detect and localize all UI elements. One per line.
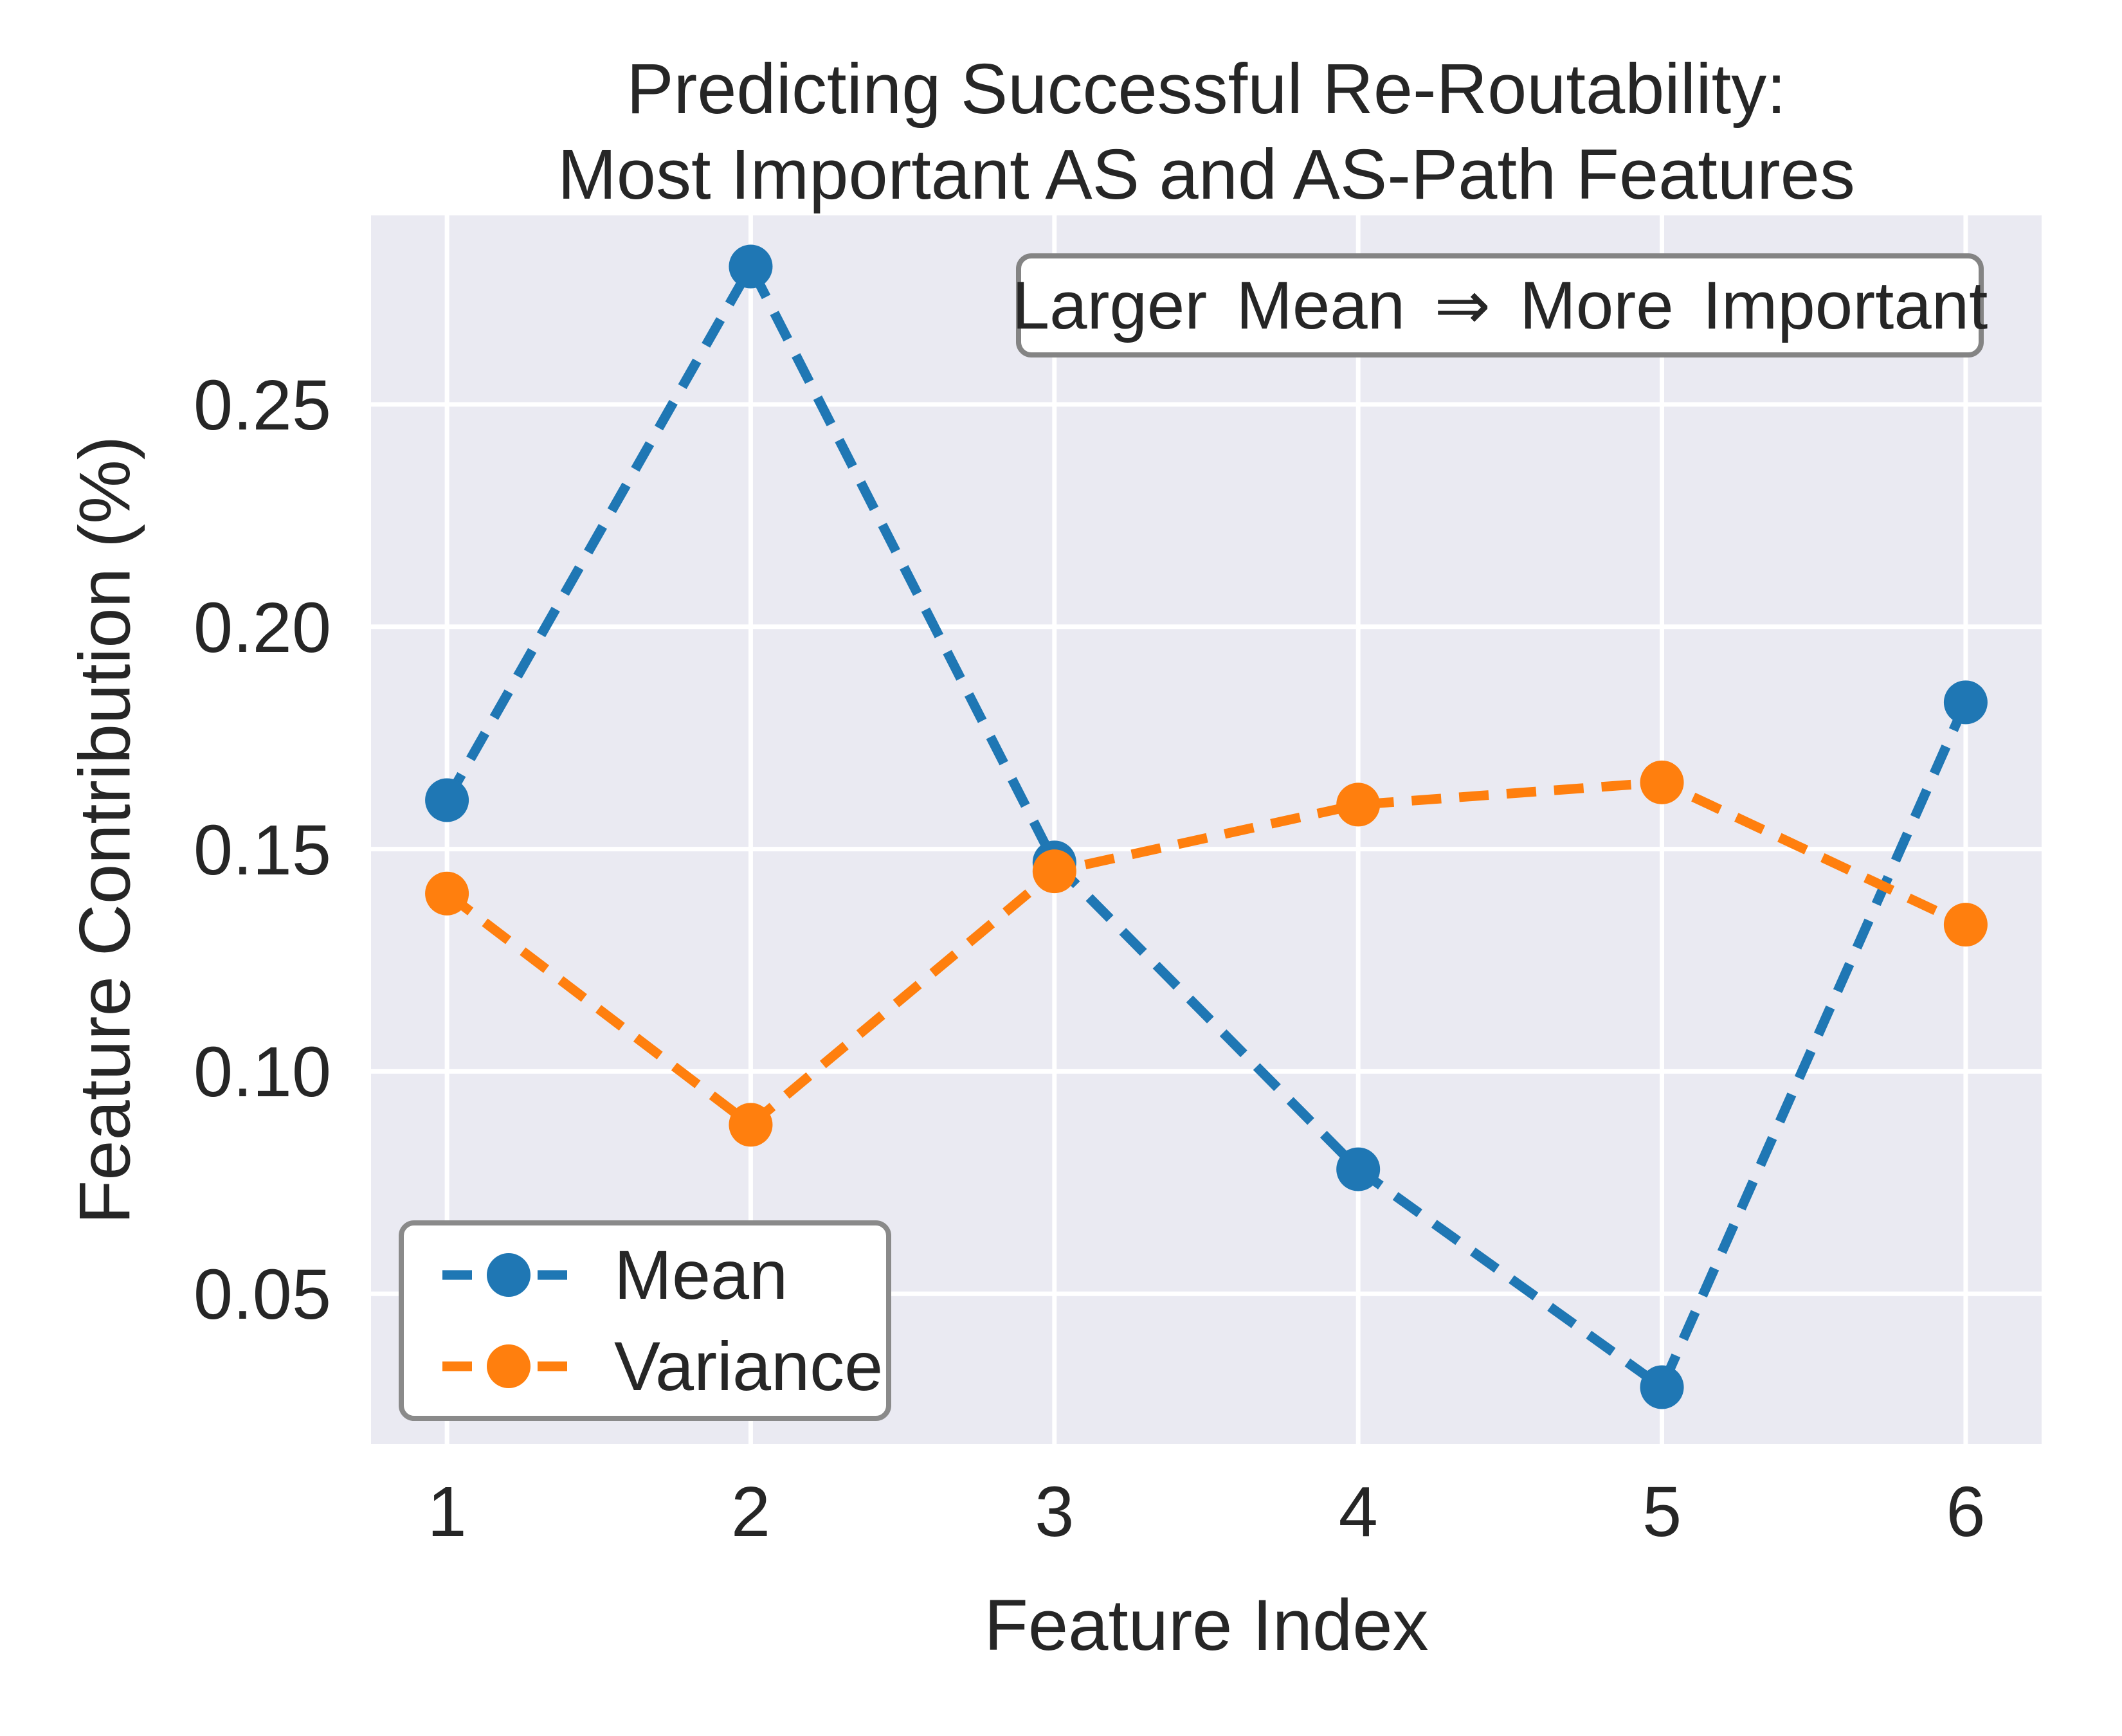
x-tick-label: 6 [1946,1472,1986,1551]
variance-line-sample-icon [435,1344,583,1388]
y-tick-label: 0.05 [193,1255,331,1335]
x-tick-label: 5 [1642,1472,1682,1551]
variance-marker [1640,760,1684,804]
legend: Mean Variance [399,1220,891,1421]
x-tick-label: 1 [427,1472,467,1551]
plot-canvas [371,215,2042,1444]
mean-marker [1640,1365,1684,1409]
variance-marker [1943,903,1988,947]
x-axis-label: Feature Index [984,1585,1429,1665]
annotation-text: Larger Mean ⇒ More Important [1011,267,1988,343]
legend-label-variance: Variance [614,1327,884,1405]
y-tick-label: 0.15 [193,810,331,890]
chart-title: Predicting Successful Re-Routability: Mo… [371,46,2042,217]
variance-line [444,777,1968,1131]
y-tick-label: 0.25 [193,365,331,445]
legend-row-variance: Variance [431,1321,886,1412]
x-tick-label: 4 [1338,1472,1378,1551]
chart-title-line1: Predicting Successful Re-Routability: [626,50,1786,129]
variance-marker [1032,849,1076,894]
y-tick-label: 0.10 [193,1033,331,1112]
mean-marker [729,244,773,289]
x-tick-label: 2 [730,1472,771,1551]
legend-row-mean: Mean [431,1229,886,1321]
legend-label-mean: Mean [614,1236,788,1314]
x-tick-label: 3 [1035,1472,1075,1551]
variance-marker [1336,782,1381,827]
y-tick-label: 0.20 [193,588,331,667]
mean-line-sample-icon [435,1253,583,1297]
mean-marker [1943,680,1988,725]
variance-marker [729,1103,773,1147]
mean-marker [425,778,469,822]
variance-marker [425,871,469,916]
chart-title-line2: Most Important AS and AS-Path Features [558,135,1855,214]
mean-marker [1336,1147,1381,1191]
mean-line [442,256,1970,1395]
annotation-box: Larger Mean ⇒ More Important [1012,253,1988,357]
